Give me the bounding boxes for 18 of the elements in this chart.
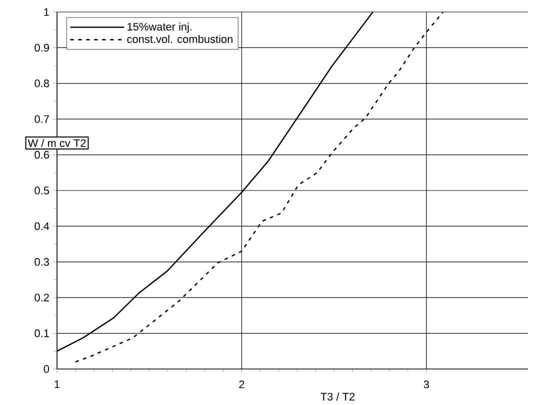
y-tick-label: 0.2	[34, 294, 49, 302]
y-tick-label: 0.4	[34, 222, 50, 230]
y-axis-title: W / m cv T2	[28, 138, 86, 148]
x-tick-label: 2	[239, 380, 244, 388]
y-tick-label: 0.6	[34, 150, 49, 159]
x-axis-title: T3 / T2	[320, 392, 355, 401]
y-tick-label: 1	[44, 8, 49, 16]
y-tick-label: 0	[44, 365, 50, 373]
x-tick-label: 3	[424, 380, 429, 388]
legend-label: 15%water inj.	[128, 22, 192, 33]
y-tick-label: 0.5	[34, 186, 50, 194]
y-tick-label: 0.1	[34, 329, 49, 338]
y-tick-label: 0.3	[34, 258, 49, 266]
y-tick-label: 0.7	[34, 115, 49, 123]
legend-label: const.vol. combustion	[127, 34, 232, 44]
y-tick-label: 0.9	[34, 44, 49, 52]
x-tick-label: 1	[54, 380, 60, 388]
y-tick-label: 0.8	[34, 80, 49, 88]
